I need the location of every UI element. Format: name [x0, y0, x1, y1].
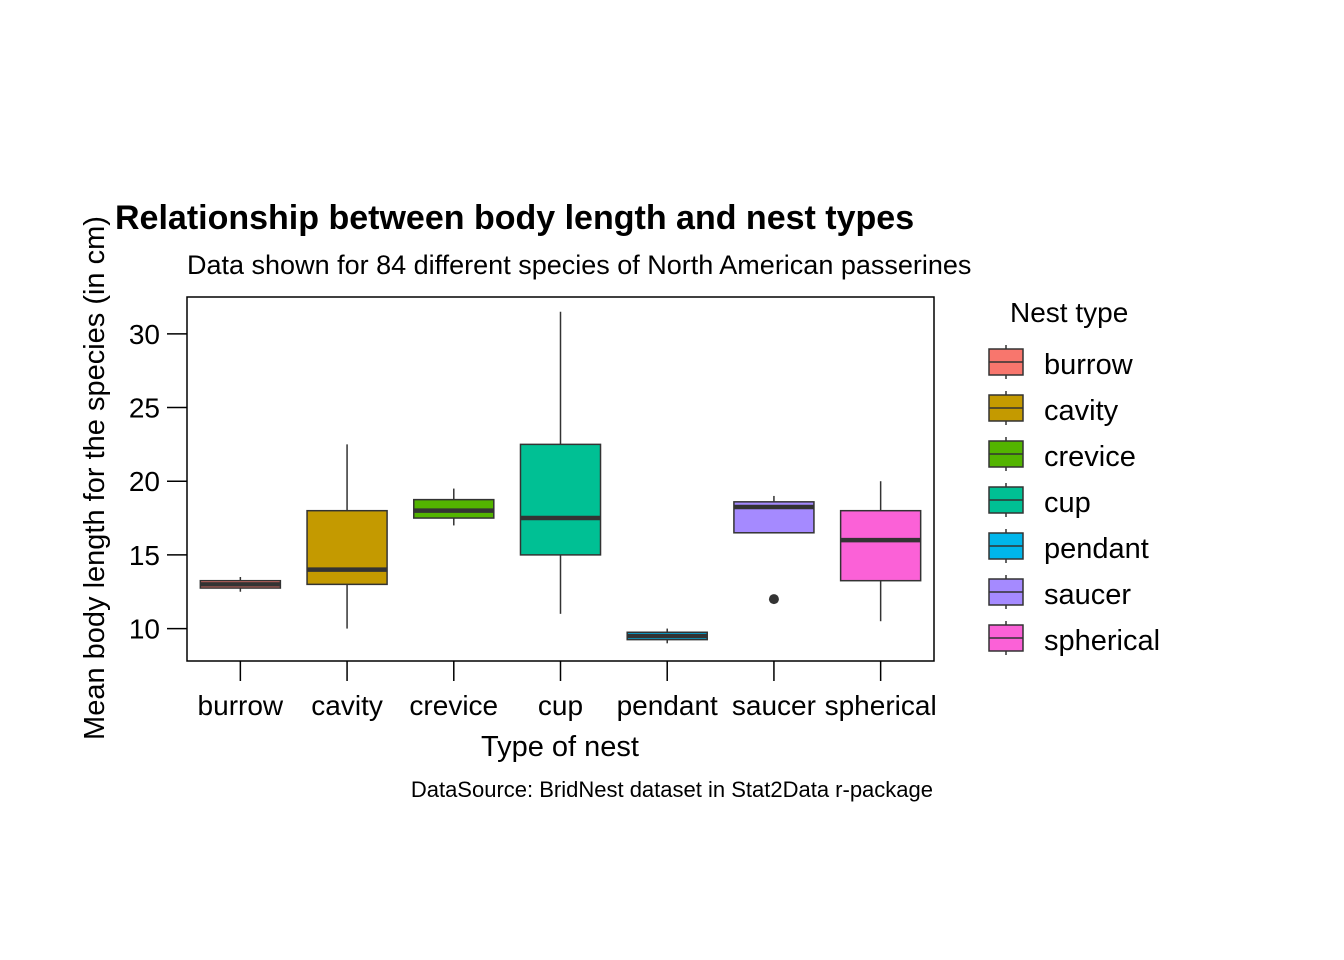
legend-item-burrow: burrow: [988, 345, 1134, 381]
legend-label: spherical: [1044, 625, 1160, 657]
y-tick-label: 15: [129, 540, 160, 571]
y-tick-label: 20: [129, 466, 160, 497]
x-tick-label: saucer: [732, 690, 816, 721]
box-spherical: [839, 481, 922, 622]
legend-label: crevice: [1044, 441, 1136, 473]
x-tick-label: cup: [538, 690, 583, 721]
y-tick-label: 30: [129, 319, 160, 350]
chart-caption: DataSource: BridNest dataset in Stat2Dat…: [411, 777, 933, 802]
legend: burrow cavity crevice cup pendant saucer spher…: [988, 345, 1160, 657]
box-cup: [519, 311, 602, 614]
y-tick-label: 10: [129, 614, 160, 645]
chart-subtitle: Data shown for 84 different species of N…: [187, 250, 971, 280]
legend-label: saucer: [1044, 579, 1131, 611]
legend-label: cavity: [1044, 395, 1119, 427]
legend-item-crevice: crevice: [988, 437, 1136, 473]
legend-label: pendant: [1044, 533, 1149, 565]
legend-item-spherical: spherical: [988, 621, 1160, 657]
x-tick-label: spherical: [825, 690, 937, 721]
box-crevice: [413, 488, 495, 526]
y-axis-label: Mean body length for the species (in cm): [79, 216, 111, 740]
box-burrow: [199, 577, 282, 592]
y-tick-label: 25: [129, 393, 160, 424]
legend-item-saucer: saucer: [988, 575, 1131, 611]
box-saucer: [733, 495, 815, 605]
plot-area: 10 15 20 25 30 burrow cavity crevice cup pendant s…: [129, 296, 937, 721]
legend-item-cavity: cavity: [988, 391, 1119, 427]
legend-item-pendant: pendant: [988, 529, 1149, 565]
chart-title: Relationship between body length and nes…: [115, 199, 914, 237]
legend-title: Nest type: [1010, 297, 1128, 328]
x-tick-label: crevice: [409, 690, 498, 721]
legend-label: cup: [1044, 487, 1091, 519]
box-iqr: [306, 509, 388, 586]
legend-label: burrow: [1044, 349, 1134, 381]
x-axis-label: Type of nest: [481, 731, 639, 763]
box-iqr: [519, 443, 602, 556]
box-pendant: [626, 628, 708, 644]
x-tick-label: cavity: [311, 690, 383, 721]
box-cavity: [306, 444, 388, 629]
x-tick-label: pendant: [617, 690, 718, 721]
outlier-point: [768, 594, 779, 605]
box-iqr: [839, 509, 922, 582]
legend-item-cup: cup: [988, 483, 1091, 519]
x-tick-label: burrow: [198, 690, 284, 721]
